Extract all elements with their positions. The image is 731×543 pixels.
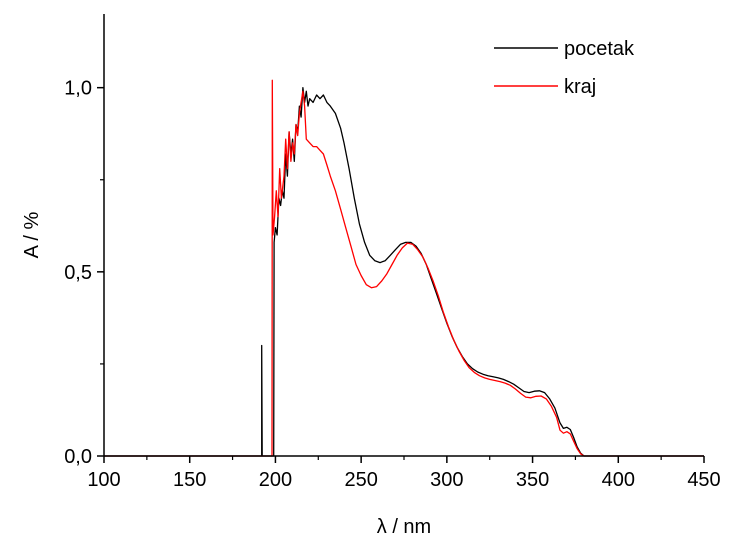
plot-area [104,79,704,457]
x-tick-label-250: 250 [344,469,377,491]
x-tick-label-100: 100 [87,469,120,491]
legend-label-pocetak: pocetak [564,38,635,60]
x-tick-label-450: 450 [687,469,720,491]
y-tick-label-0,5: 0,5 [64,262,92,284]
y-axis-title: A / % [21,211,43,258]
y-tick-label-0,0: 0,0 [64,446,92,468]
x-tick-label-400: 400 [602,469,635,491]
y-tick-label-1,0: 1,0 [64,78,92,100]
x-axis-ticks: 100 150 200 250 300 350 400 450 [87,456,721,491]
x-tick-label-350: 350 [516,469,549,491]
x-axis-title: λ / nm [377,516,431,538]
x-tick-label-200: 200 [259,469,292,491]
series-layer [104,79,704,457]
legend: pocetak kraj [494,38,635,98]
legend-label-kraj: kraj [564,76,596,98]
x-tick-label-300: 300 [430,469,463,491]
x-tick-label-150: 150 [173,469,206,491]
series-line-pocetak [104,87,704,457]
axes-layer: 100 150 200 250 300 350 400 450 0,0 0,5 1,0 [64,14,721,491]
series-line-kraj [104,79,704,457]
y-axis-ticks: 0,0 0,5 1,0 [64,78,104,468]
